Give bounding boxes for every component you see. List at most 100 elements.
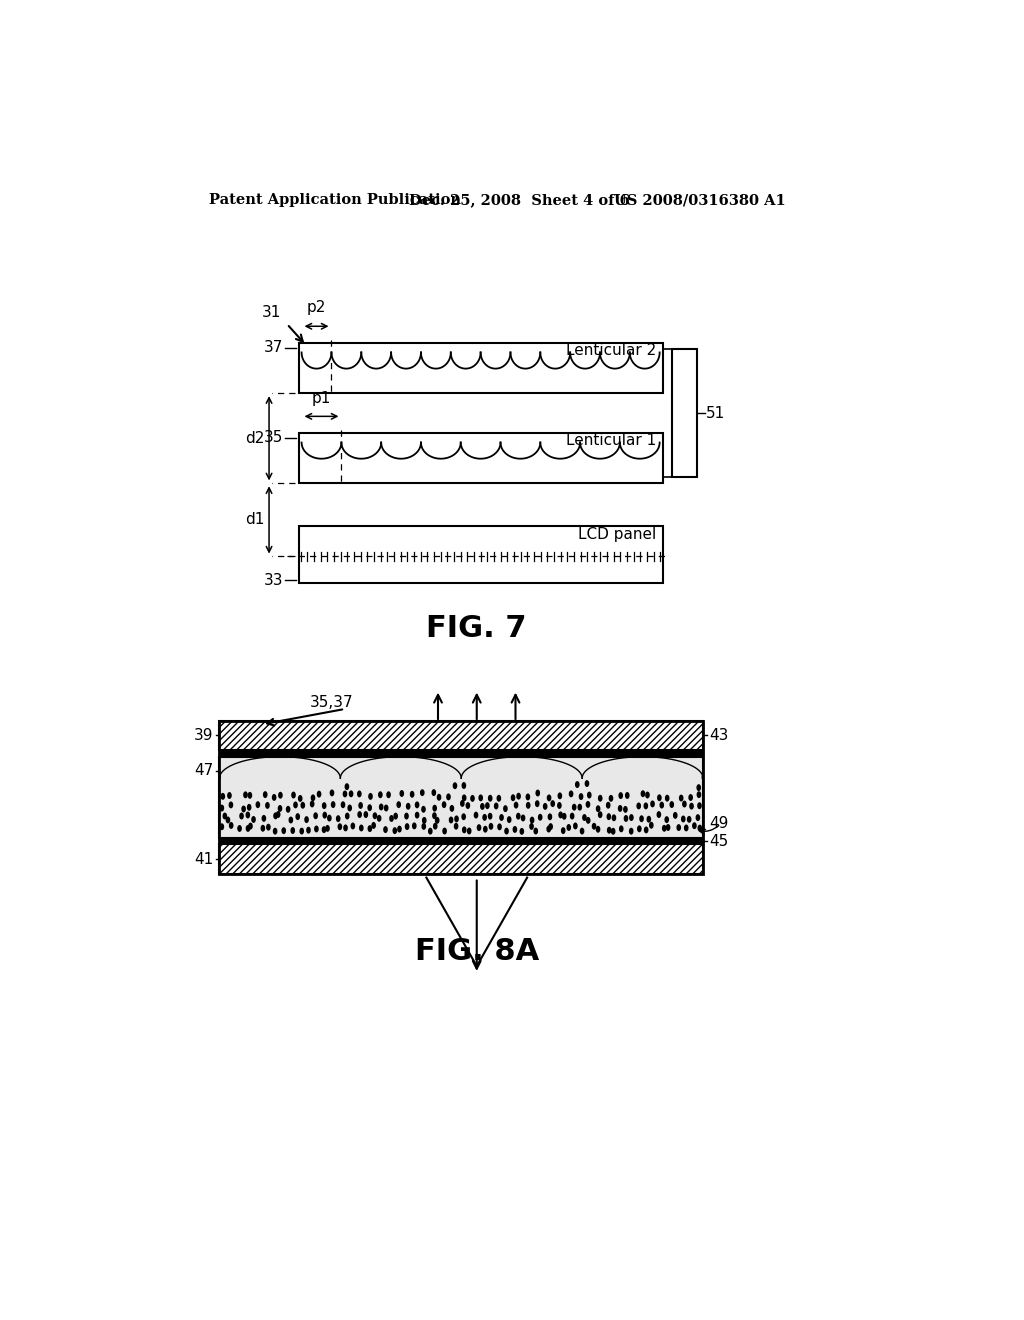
Ellipse shape bbox=[681, 816, 686, 822]
Ellipse shape bbox=[624, 814, 629, 822]
Ellipse shape bbox=[377, 814, 382, 822]
Ellipse shape bbox=[606, 813, 611, 820]
Ellipse shape bbox=[498, 824, 502, 830]
Ellipse shape bbox=[629, 828, 634, 834]
Ellipse shape bbox=[586, 817, 591, 824]
Ellipse shape bbox=[679, 795, 683, 801]
Ellipse shape bbox=[696, 791, 701, 799]
Ellipse shape bbox=[396, 801, 401, 808]
Ellipse shape bbox=[641, 791, 645, 797]
Ellipse shape bbox=[273, 812, 278, 820]
Ellipse shape bbox=[467, 828, 471, 834]
Ellipse shape bbox=[389, 814, 394, 822]
Ellipse shape bbox=[291, 828, 295, 834]
Text: Lenticular 1: Lenticular 1 bbox=[566, 433, 656, 449]
Ellipse shape bbox=[547, 825, 551, 833]
Ellipse shape bbox=[516, 793, 521, 800]
Ellipse shape bbox=[598, 795, 602, 801]
Ellipse shape bbox=[454, 822, 459, 830]
Ellipse shape bbox=[248, 792, 252, 799]
Ellipse shape bbox=[586, 801, 590, 808]
Ellipse shape bbox=[639, 816, 644, 822]
Ellipse shape bbox=[265, 803, 269, 809]
Ellipse shape bbox=[436, 793, 441, 801]
Ellipse shape bbox=[547, 795, 551, 801]
Ellipse shape bbox=[543, 803, 548, 810]
Ellipse shape bbox=[557, 803, 562, 809]
Ellipse shape bbox=[462, 795, 467, 801]
Ellipse shape bbox=[592, 822, 596, 830]
Ellipse shape bbox=[596, 805, 600, 812]
Ellipse shape bbox=[625, 792, 630, 799]
Ellipse shape bbox=[488, 822, 494, 830]
Ellipse shape bbox=[357, 791, 361, 797]
Bar bbox=[219, 845, 703, 874]
Ellipse shape bbox=[399, 791, 404, 797]
Ellipse shape bbox=[514, 801, 518, 809]
Ellipse shape bbox=[322, 826, 327, 833]
Ellipse shape bbox=[260, 825, 265, 832]
Ellipse shape bbox=[536, 789, 540, 796]
Ellipse shape bbox=[316, 791, 322, 797]
Ellipse shape bbox=[271, 793, 276, 801]
Ellipse shape bbox=[455, 816, 459, 822]
Ellipse shape bbox=[228, 822, 233, 829]
Ellipse shape bbox=[404, 824, 410, 830]
Ellipse shape bbox=[286, 805, 291, 813]
Ellipse shape bbox=[511, 795, 515, 801]
Ellipse shape bbox=[623, 807, 628, 813]
Text: LCD panel: LCD panel bbox=[579, 528, 656, 543]
Ellipse shape bbox=[435, 817, 439, 824]
Ellipse shape bbox=[611, 814, 616, 821]
Ellipse shape bbox=[636, 803, 641, 809]
Ellipse shape bbox=[579, 793, 584, 800]
Ellipse shape bbox=[665, 795, 670, 801]
Ellipse shape bbox=[314, 825, 318, 833]
Ellipse shape bbox=[291, 792, 296, 799]
Ellipse shape bbox=[428, 828, 432, 834]
Ellipse shape bbox=[379, 804, 384, 810]
Ellipse shape bbox=[383, 826, 388, 833]
Ellipse shape bbox=[480, 803, 484, 810]
Ellipse shape bbox=[368, 804, 372, 812]
Ellipse shape bbox=[534, 828, 538, 834]
Ellipse shape bbox=[266, 824, 270, 830]
Text: 39: 39 bbox=[194, 727, 213, 743]
Ellipse shape bbox=[606, 801, 610, 809]
Ellipse shape bbox=[392, 828, 397, 834]
Ellipse shape bbox=[485, 803, 489, 809]
Ellipse shape bbox=[566, 824, 571, 830]
Ellipse shape bbox=[357, 810, 361, 818]
Ellipse shape bbox=[657, 795, 662, 801]
Ellipse shape bbox=[645, 792, 650, 799]
Ellipse shape bbox=[364, 810, 369, 818]
Text: 43: 43 bbox=[710, 727, 729, 743]
Ellipse shape bbox=[410, 791, 415, 797]
Ellipse shape bbox=[368, 825, 372, 832]
Ellipse shape bbox=[607, 826, 611, 834]
Ellipse shape bbox=[507, 816, 512, 824]
Ellipse shape bbox=[466, 803, 470, 809]
Ellipse shape bbox=[345, 813, 349, 820]
Ellipse shape bbox=[293, 801, 298, 808]
Ellipse shape bbox=[516, 813, 520, 820]
Ellipse shape bbox=[684, 825, 688, 832]
Ellipse shape bbox=[618, 792, 623, 799]
Ellipse shape bbox=[358, 803, 362, 809]
Ellipse shape bbox=[272, 828, 278, 834]
Ellipse shape bbox=[487, 795, 493, 801]
Ellipse shape bbox=[646, 816, 651, 822]
Ellipse shape bbox=[369, 793, 373, 800]
Ellipse shape bbox=[336, 816, 341, 822]
Ellipse shape bbox=[246, 812, 250, 818]
Ellipse shape bbox=[573, 822, 578, 829]
Ellipse shape bbox=[482, 814, 487, 821]
Bar bbox=[299, 433, 663, 483]
Ellipse shape bbox=[397, 825, 401, 833]
Ellipse shape bbox=[247, 804, 252, 810]
Ellipse shape bbox=[470, 795, 475, 801]
Text: 45: 45 bbox=[710, 833, 728, 849]
Text: d2: d2 bbox=[245, 430, 264, 446]
Ellipse shape bbox=[433, 822, 437, 829]
Ellipse shape bbox=[331, 801, 336, 808]
